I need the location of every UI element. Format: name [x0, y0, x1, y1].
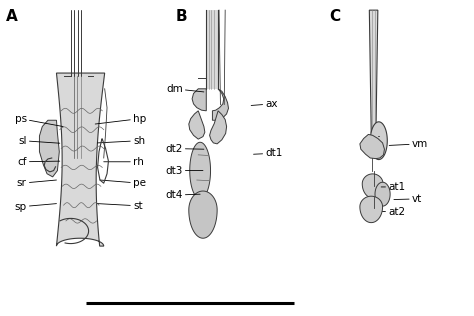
Text: sr: sr	[17, 178, 56, 188]
Text: rh: rh	[104, 157, 144, 167]
Polygon shape	[212, 89, 228, 120]
Polygon shape	[210, 111, 227, 144]
Polygon shape	[206, 10, 218, 89]
Polygon shape	[362, 174, 383, 198]
Text: dt3: dt3	[165, 166, 203, 176]
Text: sl: sl	[18, 136, 60, 146]
Text: at2: at2	[383, 207, 405, 217]
Polygon shape	[375, 182, 390, 206]
Polygon shape	[190, 142, 210, 199]
Text: dt2: dt2	[165, 143, 204, 154]
Text: dm: dm	[166, 84, 204, 94]
Polygon shape	[360, 134, 384, 159]
Text: at1: at1	[381, 182, 405, 192]
Text: sp: sp	[15, 202, 56, 212]
Text: ps: ps	[15, 114, 63, 126]
Text: vm: vm	[389, 139, 428, 149]
Text: vt: vt	[394, 194, 422, 204]
Text: C: C	[329, 9, 340, 24]
Polygon shape	[370, 122, 387, 160]
Text: A: A	[6, 9, 18, 24]
Text: sh: sh	[98, 136, 145, 146]
Polygon shape	[189, 191, 217, 238]
Polygon shape	[39, 120, 59, 177]
Text: hp: hp	[95, 114, 146, 124]
Polygon shape	[369, 10, 378, 133]
Text: cf: cf	[17, 157, 60, 167]
Polygon shape	[360, 196, 383, 222]
Polygon shape	[189, 111, 205, 139]
Text: B: B	[175, 9, 187, 24]
Text: pe: pe	[100, 178, 146, 188]
Polygon shape	[192, 89, 206, 111]
Text: dt4: dt4	[165, 190, 200, 200]
Text: ax: ax	[251, 99, 278, 109]
Text: st: st	[98, 201, 143, 211]
Text: dt1: dt1	[254, 148, 283, 158]
Polygon shape	[56, 73, 105, 246]
